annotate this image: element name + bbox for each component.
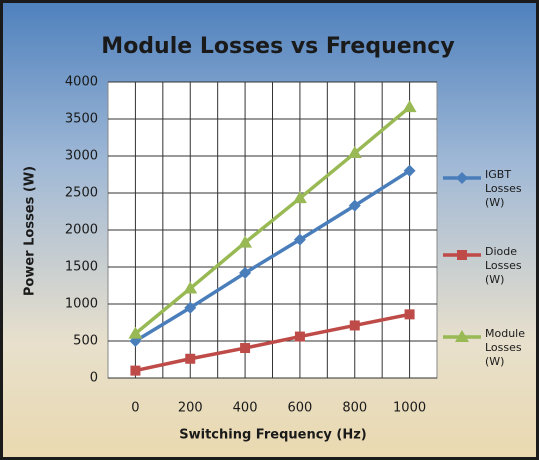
y-tick-label: 3000 [65, 149, 98, 164]
series-line [134, 105, 411, 335]
x-tick-label: 600 [288, 401, 313, 416]
legend-label: Diode Losses (W) [485, 245, 522, 286]
data-point [238, 235, 253, 248]
data-point [239, 266, 252, 279]
x-axis-label: Switching Frequency (Hz) [179, 428, 367, 443]
data-point [293, 233, 306, 246]
legend-marker [455, 330, 469, 342]
data-point [185, 353, 196, 364]
data-point [130, 365, 141, 376]
legend-marker [456, 172, 468, 184]
y-tick-label: 4000 [65, 75, 98, 90]
data-point [292, 191, 307, 204]
data-point [349, 320, 360, 331]
y-tick-label: 2500 [65, 186, 98, 201]
data-point [183, 281, 198, 294]
legend-marker [457, 250, 467, 260]
series-line [135, 312, 410, 373]
y-tick-label: 2000 [65, 223, 98, 238]
data-point [347, 146, 362, 159]
data-point [403, 164, 416, 177]
data-point [294, 331, 305, 342]
chart-title: Module Losses vs Frequency [101, 34, 454, 59]
data-point [348, 199, 361, 212]
x-tick-label: 800 [342, 401, 367, 416]
y-tick-label: 1000 [65, 297, 98, 312]
x-tick-label: 0 [131, 401, 139, 416]
y-tick-label: 1500 [65, 260, 98, 275]
data-point [184, 301, 197, 314]
y-tick-label: 500 [73, 334, 98, 349]
y-axis-label: Power Losses (W) [23, 166, 38, 296]
data-point [240, 343, 251, 354]
chart: Module Losses vs Frequency Switching Fre… [23, 34, 481, 443]
x-tick-label: 200 [178, 401, 203, 416]
legend-label: Module Losses (W) [485, 327, 525, 368]
x-tick-label: 400 [233, 401, 258, 416]
series-line [134, 169, 411, 343]
y-tick-label: 0 [90, 371, 98, 386]
data-point [128, 326, 143, 339]
legend-label: IGBT Losses (W) [485, 168, 522, 209]
y-tick-label: 3500 [65, 112, 98, 127]
data-point [404, 309, 415, 320]
x-tick-label: 1000 [393, 401, 426, 416]
data-point [402, 100, 417, 113]
